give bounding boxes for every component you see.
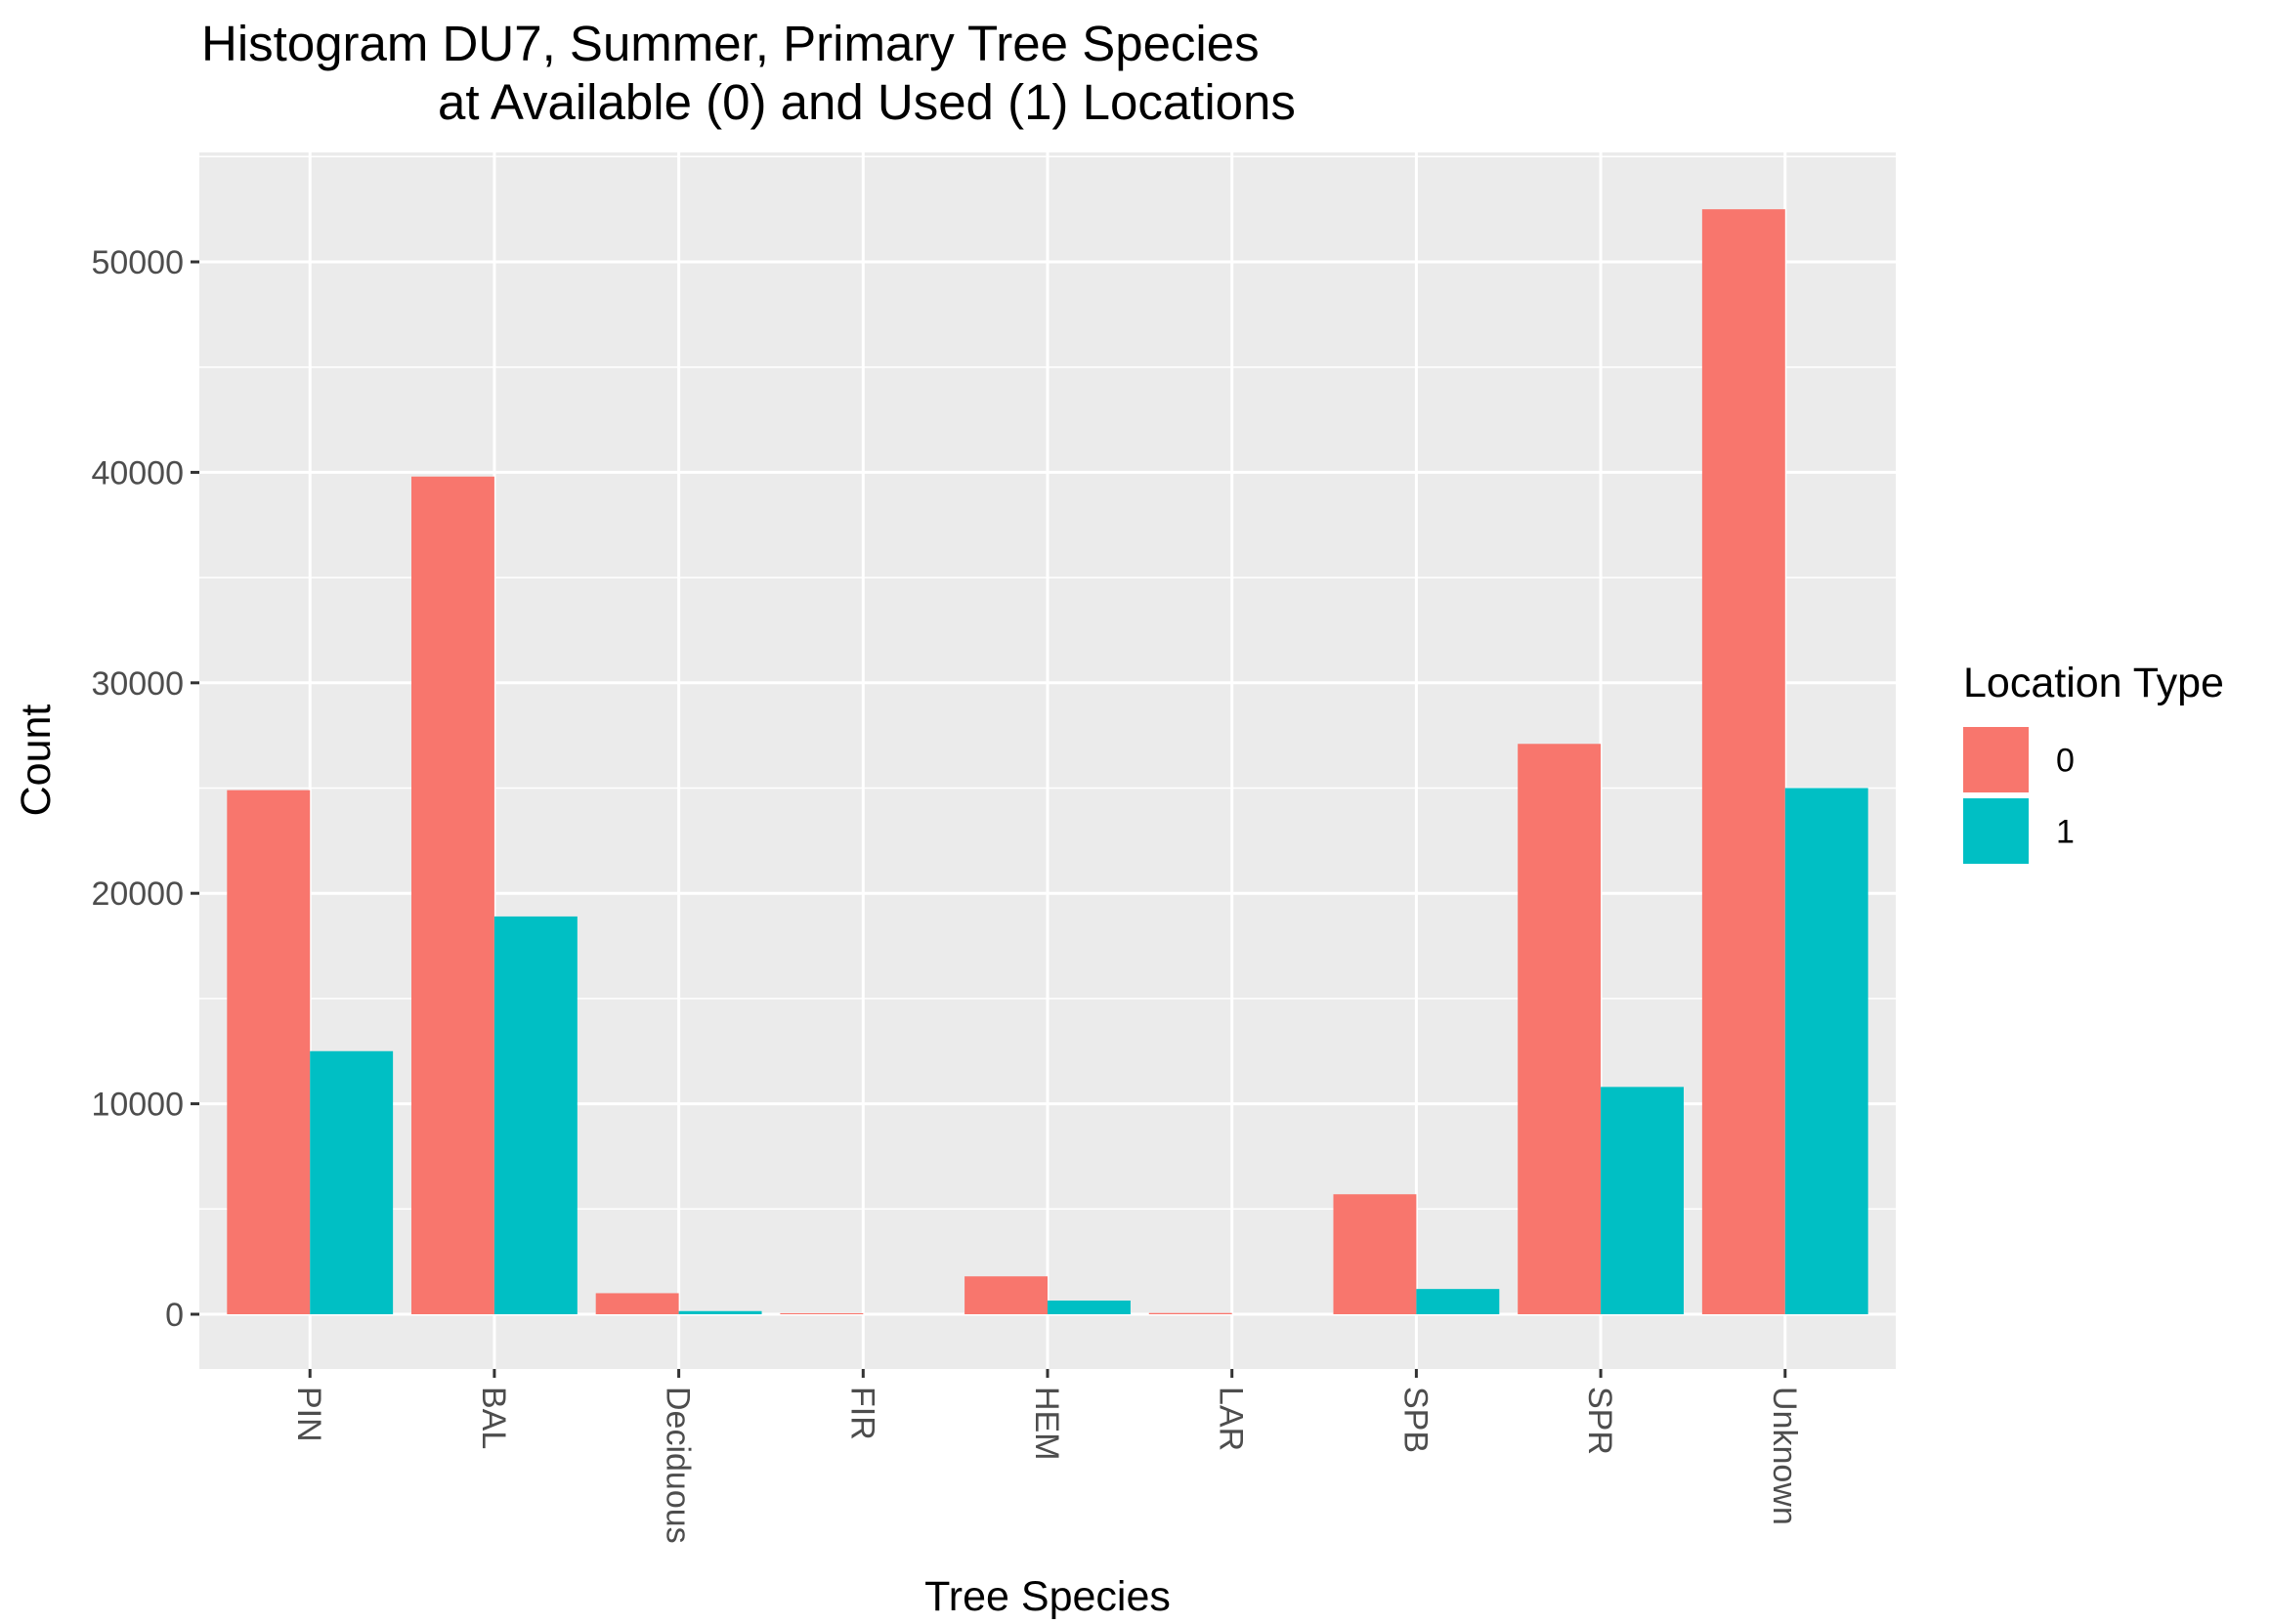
y-tick-label: 40000 bbox=[91, 454, 184, 491]
y-axis-title: Count bbox=[13, 705, 60, 817]
bar-fir-0 bbox=[780, 1312, 864, 1314]
x-tick-label: HEM bbox=[1028, 1387, 1065, 1461]
x-tick-label: LAR bbox=[1213, 1387, 1250, 1451]
bar-lar-0 bbox=[1148, 1312, 1232, 1314]
chart-title-line-1: Histogram DU7, Summer, Primary Tree Spec… bbox=[201, 16, 1260, 71]
bar-pin-1 bbox=[310, 1050, 394, 1314]
bar-bal-0 bbox=[411, 476, 494, 1314]
x-tick-label: SPR bbox=[1581, 1387, 1618, 1455]
y-tick-label: 20000 bbox=[91, 876, 184, 913]
x-axis-title: Tree Species bbox=[924, 1573, 1171, 1620]
bar-spb-0 bbox=[1333, 1194, 1417, 1314]
legend-key-0 bbox=[1963, 727, 2029, 792]
bar-hem-1 bbox=[1048, 1300, 1131, 1314]
x-axis: PIN BAL Deciduous FIR HEM LAR SPB SPR Unknown bbox=[290, 1369, 1803, 1544]
bar-unknown-1 bbox=[1784, 788, 1868, 1314]
bar-pin-0 bbox=[227, 790, 311, 1314]
legend-title: Location Type bbox=[1963, 660, 2224, 706]
bar-unknown-0 bbox=[1701, 209, 1785, 1314]
y-tick-label: 50000 bbox=[91, 244, 184, 281]
bar-spr-0 bbox=[1518, 744, 1602, 1314]
legend: Location Type 0 1 bbox=[1963, 660, 2224, 864]
bar-deciduous-0 bbox=[595, 1293, 679, 1314]
y-tick-label: 0 bbox=[165, 1297, 184, 1334]
x-tick-label: SPB bbox=[1396, 1387, 1434, 1453]
bar-spr-1 bbox=[1601, 1087, 1684, 1314]
y-axis: 0 10000 20000 30000 40000 50000 bbox=[91, 244, 199, 1334]
legend-key-1 bbox=[1963, 798, 2029, 864]
bar-spb-1 bbox=[1416, 1289, 1500, 1314]
y-tick-label: 10000 bbox=[91, 1087, 184, 1124]
bar-hem-0 bbox=[964, 1276, 1048, 1314]
chart-title-line-2: at Available (0) and Used (1) Locations bbox=[438, 74, 1296, 130]
bar-bal-1 bbox=[493, 916, 578, 1314]
x-tick-label: Unknown bbox=[1766, 1387, 1803, 1525]
bars bbox=[227, 209, 1868, 1314]
legend-label-1: 1 bbox=[2056, 814, 2075, 851]
y-tick-label: 30000 bbox=[91, 665, 184, 703]
legend-label-0: 0 bbox=[2056, 743, 2075, 780]
x-tick-label: Deciduous bbox=[660, 1387, 697, 1544]
x-tick-label: BAL bbox=[475, 1387, 512, 1449]
x-tick-label: PIN bbox=[290, 1387, 327, 1442]
x-tick-label: FIR bbox=[843, 1387, 880, 1440]
bar-deciduous-1 bbox=[678, 1310, 762, 1314]
